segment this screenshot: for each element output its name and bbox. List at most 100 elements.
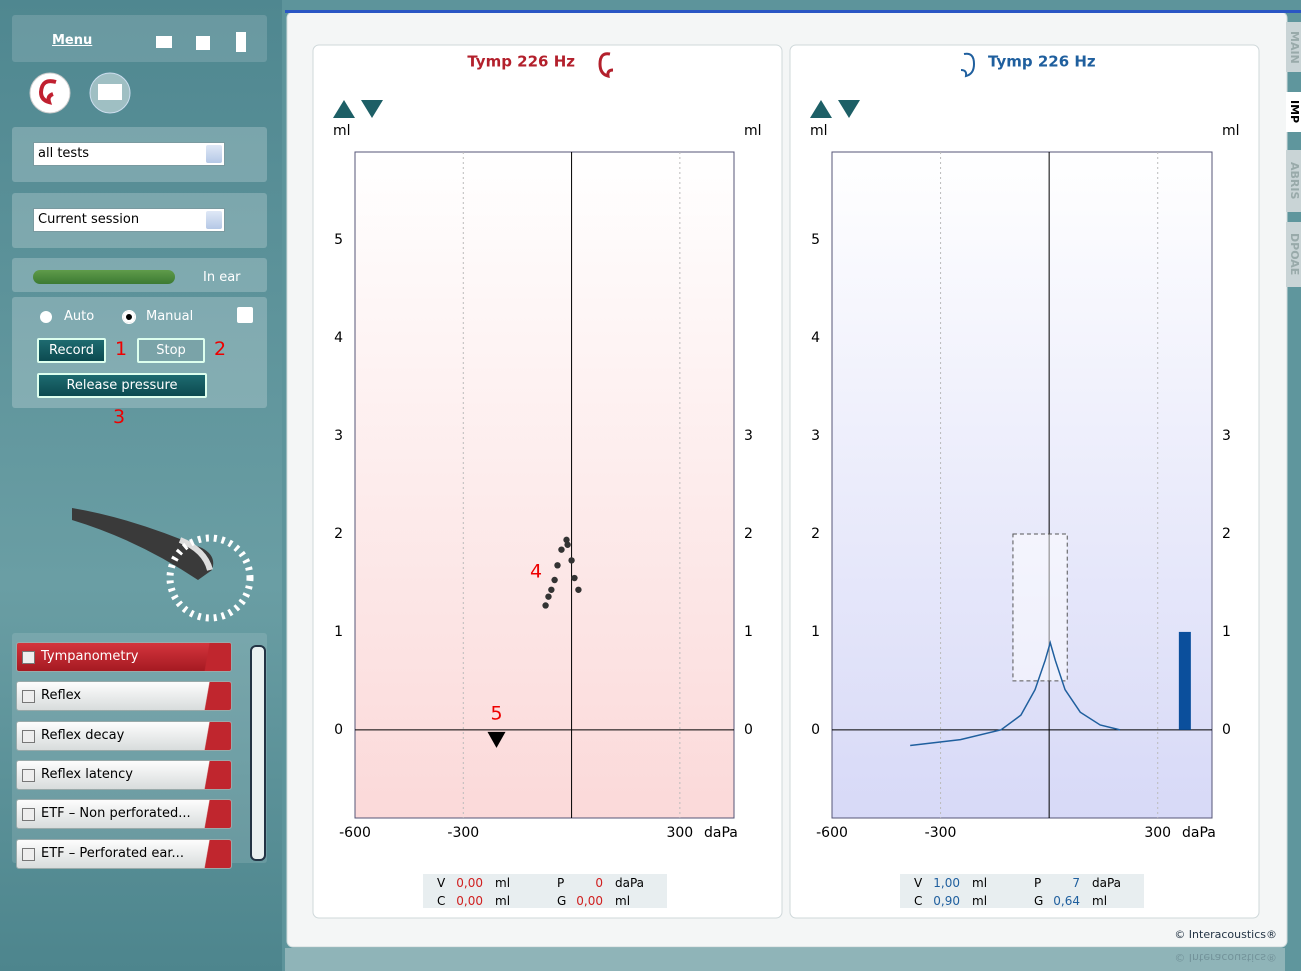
test-item[interactable]: Reflex: [16, 681, 232, 712]
tab[interactable]: MAIN: [1286, 22, 1301, 72]
y-tick-label: 5: [334, 232, 343, 248]
mode-icons: [29, 72, 131, 114]
y2-tick-label: 2: [1222, 526, 1231, 542]
test-item[interactable]: ETF – Perforated ear...: [16, 838, 232, 869]
data-point: [568, 557, 575, 564]
footer-reflection: © Interacoustics®: [1174, 951, 1277, 964]
callout: 3: [113, 406, 126, 428]
x-tick-label: 300: [1144, 825, 1171, 841]
test-item[interactable]: Tympanometry: [16, 642, 232, 672]
data-point: [564, 541, 571, 548]
test-filter[interactable]: all tests: [33, 142, 225, 166]
mode-manual: Manual: [146, 309, 194, 324]
readout-value: 7: [1072, 876, 1080, 890]
plot-area: [831, 151, 1213, 819]
callout: 4: [530, 561, 542, 583]
volume-bar: [1178, 631, 1191, 730]
readout-label: P: [557, 876, 565, 890]
status-bar: [285, 948, 1285, 971]
toolbar-icons: [156, 32, 246, 52]
readout-label: P: [1034, 876, 1042, 890]
tab[interactable]: DPOAE: [1286, 222, 1301, 287]
y-tick-label: 2: [811, 526, 820, 542]
readout-value: 0,00: [456, 894, 483, 908]
scale-up: [810, 100, 832, 118]
readout-unit: ml: [1092, 894, 1108, 908]
y-tick-label: 5: [811, 232, 820, 248]
session-select[interactable]: Current session: [33, 208, 225, 232]
exit-icon[interactable]: [236, 32, 246, 52]
readout-label: G: [1034, 894, 1044, 908]
x-tick-label: -300: [447, 825, 479, 841]
test-filter-text: all tests: [38, 146, 90, 161]
data-point: [575, 586, 582, 593]
x-axis-label: daPa: [1182, 825, 1216, 841]
norm-box: [1012, 533, 1068, 682]
data-point: [571, 574, 578, 582]
menu-bar: [12, 15, 267, 62]
record-button[interactable]: Record: [37, 338, 106, 363]
data-point: [545, 593, 552, 600]
readout-label: C: [914, 894, 923, 908]
scrollbar[interactable]: [250, 645, 266, 861]
data-point: [563, 536, 570, 544]
pressure-marker: [487, 731, 506, 748]
x-axis-label: daPa: [704, 825, 738, 841]
readout: V 1,00 ml P 7 daPa C 0,90 ml G 0,64 ml: [900, 874, 1144, 908]
top-border: [285, 10, 1301, 13]
readout-label: V: [914, 876, 923, 890]
radio-auto[interactable]: [40, 311, 52, 323]
test-item[interactable]: Reflex decay: [16, 720, 232, 751]
y2-tick-label: 1: [744, 624, 753, 640]
probe-status-bar: [33, 270, 175, 284]
data-point: [558, 546, 565, 553]
probe-body: [72, 508, 214, 580]
ear-icon: [598, 52, 614, 79]
ear-glyph: [38, 79, 57, 105]
readout-unit: ml: [615, 894, 631, 908]
readout-value: 0,00: [456, 876, 483, 890]
dropdown-arrow: [206, 211, 222, 229]
readout-value: 0,64: [1053, 894, 1080, 908]
y-axis-label: ml: [333, 123, 351, 139]
readout-unit: ml: [495, 894, 511, 908]
data-point: [551, 576, 558, 584]
tab[interactable]: ABRIS: [1286, 150, 1301, 212]
dropdown-arrow: [206, 145, 222, 163]
y-tick-label: 1: [811, 624, 820, 640]
test-item[interactable]: ETF – Non perforated...: [16, 799, 232, 830]
y2-axis-label: ml: [1222, 123, 1240, 139]
test-item[interactable]: Reflex latency: [16, 759, 232, 790]
y2-tick-label: 1: [1222, 624, 1231, 640]
options-icon[interactable]: [237, 307, 253, 323]
x-tick-label: -300: [925, 825, 957, 841]
x-tick-label: -600: [339, 825, 371, 841]
probe-illustration: [72, 508, 254, 622]
readout: V 0,00 ml P 0 daPa C 0,00 ml G 0,00 ml: [423, 874, 667, 908]
radio-manual[interactable]: [122, 310, 136, 324]
y-tick-label: 0: [334, 722, 343, 738]
callout: 2: [214, 338, 227, 360]
y-tick-label: 1: [334, 624, 343, 640]
stop-button[interactable]: Stop: [137, 338, 205, 363]
scale-down: [361, 100, 383, 118]
menu[interactable]: Menu: [52, 33, 93, 48]
y2-axis-label: ml: [744, 123, 762, 139]
ear-icon: [960, 52, 976, 78]
readout-unit: daPa: [1092, 876, 1122, 890]
readout-value: 1,00: [933, 876, 960, 890]
print-icon[interactable]: [156, 36, 172, 48]
save-icon[interactable]: [196, 36, 210, 50]
x-tick-label: -600: [816, 825, 848, 841]
release-button[interactable]: Release pressure: [37, 373, 207, 398]
probe-status: In ear: [203, 270, 241, 285]
ear-mode[interactable]: [29, 72, 71, 114]
readout-value: 0: [595, 876, 603, 890]
y2-tick-label: 2: [744, 526, 753, 542]
mode-auto: Auto: [64, 309, 95, 324]
readout-label: G: [557, 894, 567, 908]
y-tick-label: 3: [811, 428, 820, 444]
tab[interactable]: IMP: [1286, 92, 1301, 132]
